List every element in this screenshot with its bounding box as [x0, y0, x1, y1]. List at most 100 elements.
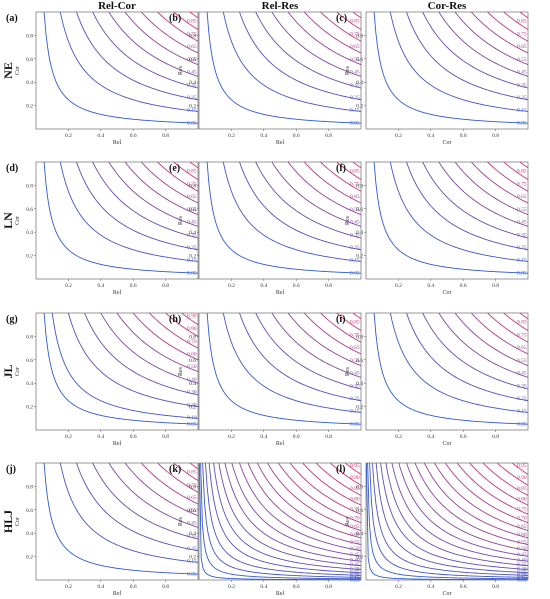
contour-line: [255, 11, 362, 89]
x-tick-label: 0.8: [492, 283, 499, 289]
contour-line: [124, 462, 199, 517]
x-tick-label: 0.2: [228, 283, 235, 289]
contour-line: [157, 462, 199, 493]
y-tick-label: 0.4: [356, 230, 363, 236]
contour-label: 0.35: [350, 562, 360, 568]
contour-label: 0.35: [350, 82, 360, 88]
y-tick-label: 0.4: [189, 381, 196, 387]
x-tick-label: 0.6: [460, 584, 467, 590]
y-tick-label: 0.8: [356, 33, 363, 39]
contour-label: 0.25: [517, 95, 527, 101]
contour-label: 0.35: [517, 232, 527, 238]
plot-frame: [198, 161, 362, 280]
x-axis-label: Rel: [113, 290, 122, 296]
panel-label: (a): [6, 13, 18, 24]
contour-label: 0.05: [187, 120, 197, 126]
contour-label: 0.75: [350, 181, 360, 187]
x-tick-label: 0.6: [130, 584, 137, 590]
y-tick-label: 0.4: [356, 80, 363, 86]
contour-line: [173, 161, 199, 180]
contour-label: 0.35: [350, 232, 360, 238]
y-axis-label: Res: [345, 65, 351, 75]
contour-label: 0.20: [187, 402, 197, 408]
contour-label: 0.75: [187, 31, 197, 37]
contour-label: 0.05: [517, 421, 527, 427]
x-tick-label: 0.4: [427, 133, 434, 139]
contour-line: [519, 312, 529, 320]
contour-line: [59, 161, 199, 262]
x-tick-label: 0.2: [65, 584, 72, 590]
contour-line: [108, 161, 199, 227]
y-tick-label: 0.2: [356, 104, 363, 110]
y-tick-label: 0.6: [26, 508, 33, 514]
panel: (f) 0.2 0.4 0.6 0.8 0.2 0.4 0.6 0.8 Cor Res 0.05 0.1…: [336, 161, 529, 296]
y-tick-label: 0.8: [26, 183, 33, 189]
contour-line: [271, 161, 362, 227]
y-tick-label: 0.6: [26, 358, 33, 364]
contour-label: 0.55: [517, 358, 527, 364]
x-tick-label: 0.6: [293, 434, 300, 440]
y-axis-label: Res: [178, 516, 184, 526]
contour-line: [239, 11, 362, 101]
contour-label: 0.05: [187, 571, 197, 577]
contour-label: 0.85: [517, 169, 527, 175]
contour-line: [92, 462, 199, 540]
plot-frame: [198, 462, 362, 581]
y-tick-label: 0.2: [189, 555, 196, 561]
contour-label: 0.15: [187, 108, 197, 114]
contour-label: 0.85: [350, 19, 360, 25]
contour-label: 0.15: [517, 258, 527, 264]
contour-line: [271, 11, 362, 77]
x-tick-label: 0.8: [162, 283, 169, 289]
contour-line: [482, 462, 529, 496]
contour-label: 0.15: [350, 108, 360, 114]
contour-line: [287, 11, 362, 66]
contour-line: [256, 462, 362, 539]
contour-line: [352, 312, 362, 320]
contour-label: 0.95: [517, 463, 527, 469]
contour-label: 0.10: [517, 577, 527, 583]
contour-label: 0.65: [187, 44, 197, 50]
contour-line: [329, 462, 362, 486]
contour-line: [239, 161, 362, 251]
y-tick-label: 0.4: [189, 80, 196, 86]
plot-frame: [365, 161, 529, 280]
contour-line: [434, 462, 529, 532]
contour-label: 0.65: [350, 194, 360, 200]
row-title: LN: [1, 212, 15, 229]
x-tick-label: 0.8: [325, 584, 332, 590]
contour-label: 0.15: [350, 258, 360, 264]
panel: (k)0.2 0.4 0.6 0.80.20.40.60.8RelRes0.050.1…: [169, 462, 362, 597]
x-tick-label: 0.4: [97, 283, 104, 289]
x-tick-label: 0.4: [260, 133, 267, 139]
y-tick-label: 0.6: [26, 57, 33, 63]
contour-label: 0.65: [187, 495, 197, 501]
contour-label: 0.75: [517, 31, 527, 37]
x-axis-label: Rel: [113, 140, 122, 146]
y-tick-label: 0.6: [356, 57, 363, 63]
contour-line: [389, 11, 529, 112]
y-tick-label: 0.4: [356, 531, 363, 537]
contour-label: 0.35: [187, 232, 197, 238]
contour-label: 0.40: [350, 557, 360, 563]
contour-line: [365, 462, 529, 581]
contour-line: [454, 312, 529, 367]
x-tick-label: 0.6: [130, 434, 137, 440]
x-tick-label: 0.6: [460, 283, 467, 289]
contour-line: [140, 161, 199, 204]
contour-label: 0.25: [187, 95, 197, 101]
x-tick-label: 0.8: [162, 584, 169, 590]
contour-label: 0.15: [187, 559, 197, 565]
contour-label: 0.65: [517, 524, 527, 530]
y-tick-label: 0.2: [189, 405, 196, 411]
contour-label: 0.20: [517, 573, 527, 579]
panel-label: (f): [336, 163, 346, 174]
contour-line: [267, 462, 362, 532]
contour-line: [302, 462, 362, 506]
contour-label: 0.70: [517, 515, 527, 521]
x-axis-label: Rel: [113, 441, 122, 447]
contour-label: 0.55: [517, 57, 527, 63]
contour-line: [406, 11, 529, 101]
contour-line: [315, 462, 362, 496]
y-axis-label: Res: [345, 516, 351, 526]
